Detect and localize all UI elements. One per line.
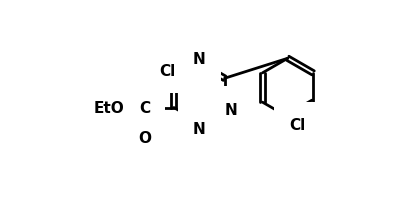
Text: C: C [139,101,150,115]
Text: O: O [138,130,151,145]
Text: EtO: EtO [94,101,125,115]
Text: N: N [224,102,237,117]
Text: Cl: Cl [289,117,305,132]
Text: N: N [193,121,206,136]
Text: Cl: Cl [160,64,176,79]
Text: N: N [193,51,206,67]
